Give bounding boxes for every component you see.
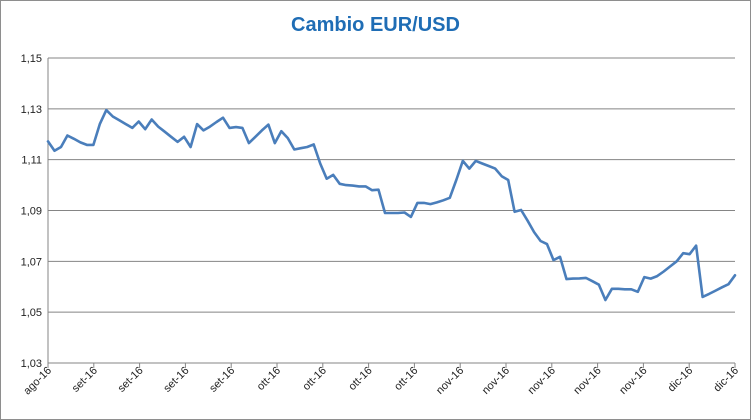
x-tick-label: ott-16	[392, 365, 420, 393]
x-tick-label: ott-16	[346, 365, 374, 393]
x-tick-label: nov-16	[480, 365, 512, 397]
x-tick-label: set-16	[70, 365, 100, 395]
x-tick-labels: ago-16 set-16 set-16 set-16 set-16 ott-16 ott-…	[21, 365, 741, 398]
y-tick-label: 1,11	[21, 155, 42, 167]
y-tick-label: 1,09	[21, 206, 42, 218]
gridlines	[48, 57, 735, 313]
x-tick-label: nov-16	[617, 365, 649, 397]
x-tick-label: set-16	[116, 365, 146, 395]
y-tick-label: 1,05	[21, 307, 42, 319]
chart-title: Cambio EUR/USD	[291, 14, 460, 36]
series-layer	[46, 108, 737, 302]
y-tick-label: 1,15	[21, 53, 42, 65]
series-line	[46, 108, 737, 302]
y-tick-labels: 1,03 1,05 1,07 1,09 1,11 1,13 1,15	[21, 53, 42, 370]
axes	[47, 58, 736, 368]
x-tick-label: set-16	[207, 365, 237, 395]
x-tick-label: set-16	[161, 365, 191, 395]
x-tick-label: ott-16	[255, 365, 283, 393]
x-tick-label: nov-16	[571, 365, 603, 397]
x-tick-label: nov-16	[526, 365, 558, 397]
y-tick-label: 1,07	[21, 256, 42, 268]
y-tick-label: 1,13	[21, 104, 42, 116]
x-tick-label: dic-16	[666, 365, 696, 395]
x-tick-label: dic-16	[711, 365, 741, 395]
y-tick-label: 1,03	[21, 358, 42, 370]
x-tick-label: ott-16	[301, 365, 329, 393]
x-tick-label: nov-16	[434, 365, 466, 397]
